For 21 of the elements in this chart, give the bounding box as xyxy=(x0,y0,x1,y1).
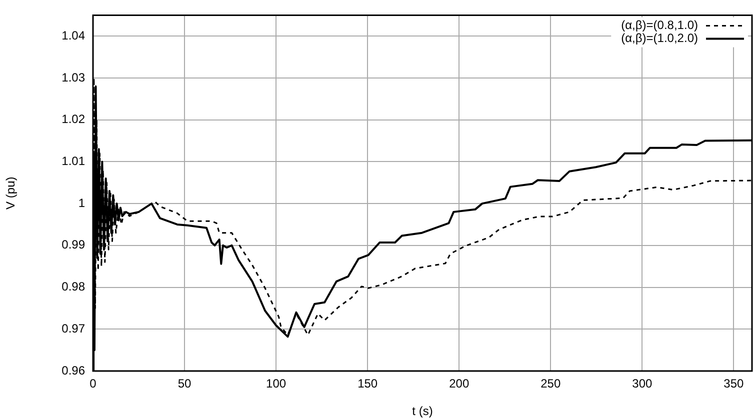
x-tick-label: 100 xyxy=(266,376,286,391)
x-tick-label: 150 xyxy=(358,376,378,391)
y-tick-label: 1.04 xyxy=(62,28,86,42)
x-tick-label: 200 xyxy=(449,376,470,391)
y-axis-title: V (pu) xyxy=(4,176,18,210)
x-tick-label: 250 xyxy=(540,376,561,391)
x-axis-title: t (s) xyxy=(412,404,433,418)
y-tick-label: 0.98 xyxy=(62,280,86,294)
legend-label: (α,β)=(1.0,2.0) xyxy=(621,31,698,46)
y-tick-label: 0.96 xyxy=(62,363,86,378)
y-tick-label: 1.01 xyxy=(62,154,86,168)
y-tick-label: 1.02 xyxy=(62,112,86,126)
y-tick-label: 0.99 xyxy=(62,238,86,252)
y-tick-label: 0.97 xyxy=(62,321,86,336)
x-tick-label: 0 xyxy=(90,376,97,391)
legend-label: (α,β)=(0.8,1.0) xyxy=(621,18,698,32)
x-tick-label: 50 xyxy=(178,376,192,391)
x-tick-label: 300 xyxy=(632,376,652,391)
y-tick-label: 1 xyxy=(78,196,86,210)
x-tick-label: 350 xyxy=(724,376,744,391)
y-tick-label: 1.03 xyxy=(62,70,86,84)
